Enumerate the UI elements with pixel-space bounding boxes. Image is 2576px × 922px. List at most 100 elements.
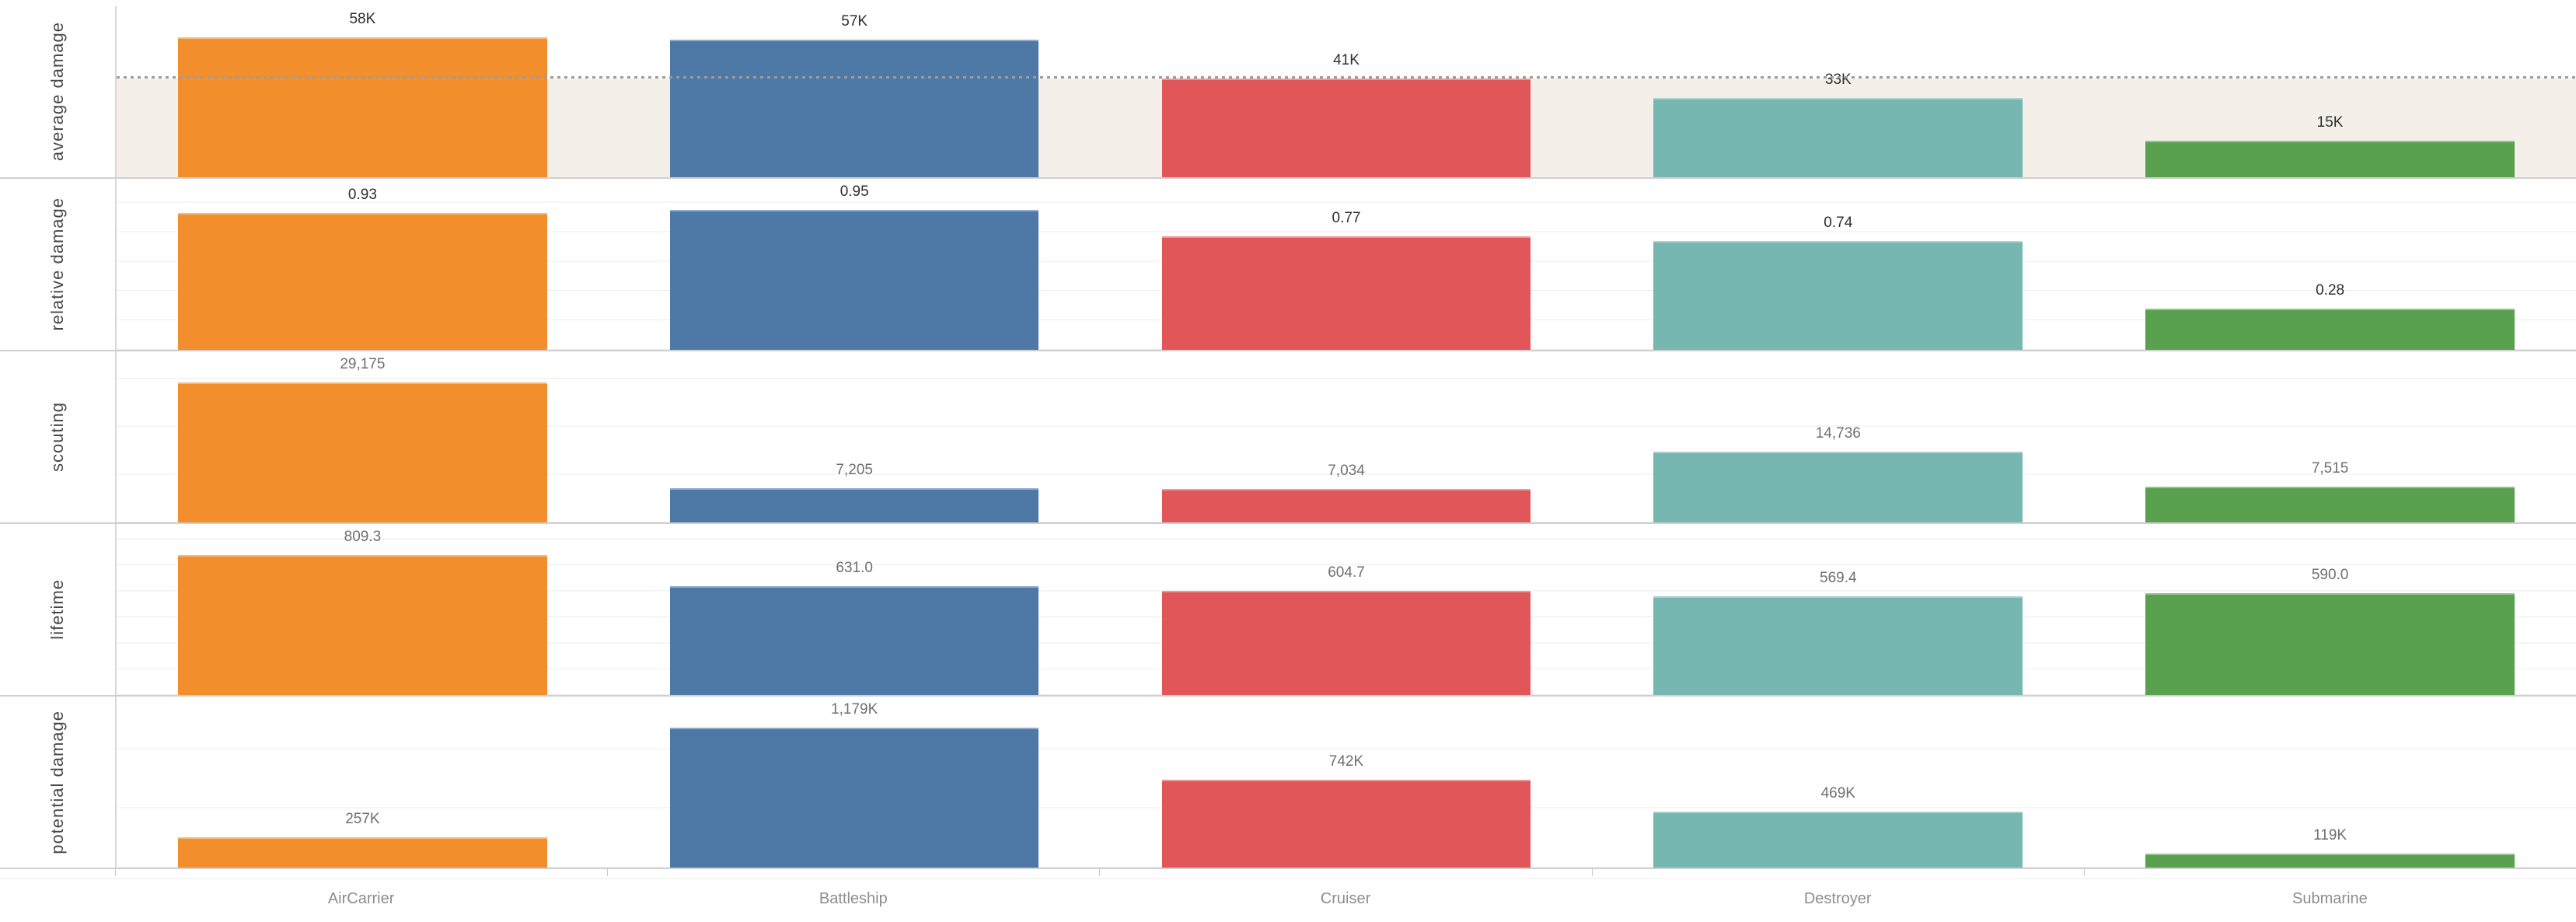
category-cell: 590.0 [2084,524,2576,695]
axis-hairline [0,878,2576,879]
category-label[interactable]: AirCarrier [327,889,395,907]
category-cell: 569.4 [1592,524,2084,695]
x-axis-column: Destroyer [1591,869,2084,920]
bar-battleship-relative-damage[interactable] [669,210,1039,350]
x-axis-gutter [0,869,115,920]
value-label: 15K [2316,114,2344,131]
category-cell: 7,034 [1101,351,1593,522]
category-cell: 14,736 [1592,351,2084,522]
category-cell: 604.7 [1101,524,1593,695]
row-label-area: relative damage [0,179,115,350]
category-cell: 15K [2084,6,2576,177]
category-cell: 257K [117,697,609,868]
category-cell: 0.28 [2084,179,2576,350]
bar-battleship-scouting[interactable] [669,487,1039,522]
value-label: 631.0 [836,559,873,576]
bar-cruiser-lifetime[interactable] [1161,590,1531,695]
category-cell: 7,205 [609,351,1101,522]
category-cell: 0.93 [117,179,609,350]
category-cell: 33K [1592,6,2084,177]
bar-cruiser-relative-damage[interactable] [1161,236,1531,350]
value-label: 0.74 [1824,214,1853,231]
category-cell: 57K [609,6,1101,177]
category-cell: 0.95 [609,179,1101,350]
value-label: 29,175 [340,356,386,372]
metric-row: relative damage 0.93 0.95 0.77 0.74 0.28 [0,179,2576,351]
value-label: 57K [841,13,868,30]
row-plot: 257K 1,179K 742K 469K 119K [115,697,2576,868]
category-label[interactable]: Cruiser [1320,889,1371,907]
bar-destroyer-potential-damage[interactable] [1653,812,2023,868]
bar-submarine-lifetime[interactable] [2145,592,2515,695]
metric-row: potential damage 257K 1,179K 742K 469K 119K [0,697,2576,869]
category-cell: 469K [1592,697,2084,868]
category-cell: 742K [1101,697,1593,868]
metric-row: lifetime 809.3 631.0 604.7 569.4 590.0 [0,524,2576,697]
bar-submarine-potential-damage[interactable] [2145,853,2515,868]
value-label: 7,034 [1328,462,1365,479]
value-label: 0.95 [839,183,869,200]
row-label-area: average damage [0,6,115,177]
bar-destroyer-average-damage[interactable] [1653,97,2023,177]
bar-aircarrier-potential-damage[interactable] [178,836,547,868]
value-label: 742K [1328,753,1364,770]
bar-battleship-lifetime[interactable] [669,585,1039,695]
row-label-area: potential damage [0,697,115,868]
bar-aircarrier-scouting[interactable] [178,382,547,522]
bar-aircarrier-relative-damage[interactable] [178,212,547,350]
bar-aircarrier-average-damage[interactable] [178,37,547,177]
row-label[interactable]: lifetime [47,579,67,640]
row-label[interactable]: potential damage [47,710,67,854]
value-label: 469K [1820,785,1855,802]
value-label: 604.7 [1328,564,1365,581]
bar-submarine-scouting[interactable] [2145,486,2515,522]
bar-destroyer-relative-damage[interactable] [1653,240,2023,350]
value-label: 0.77 [1332,210,1361,227]
row-plot: 0.93 0.95 0.77 0.74 0.28 [115,179,2576,350]
bar-submarine-average-damage[interactable] [2145,141,2515,177]
category-cell: 1,179K [609,697,1101,868]
category-label[interactable]: Submarine [2292,889,2368,907]
row-plot: 58K 57K 41K 33K 15K [115,6,2576,177]
category-cell: 631.0 [609,524,1101,695]
bar-cruiser-scouting[interactable] [1161,488,1531,522]
value-label: 0.93 [347,186,377,203]
row-label-area: lifetime [0,524,115,695]
bar-destroyer-scouting[interactable] [1653,452,2023,522]
bar-cruiser-average-damage[interactable] [1161,78,1531,177]
row-label-area: scouting [0,351,115,522]
value-label: 119K [2313,826,2347,843]
value-label: 33K [1824,71,1852,88]
row-label[interactable]: average damage [47,22,67,162]
row-label[interactable]: scouting [47,402,67,472]
value-label: 7,205 [836,461,873,478]
row-label[interactable]: relative damage [47,197,67,331]
bar-destroyer-lifetime[interactable] [1653,596,2023,695]
bar-aircarrier-lifetime[interactable] [178,555,547,695]
category-cell: 7,515 [2084,351,2576,522]
value-label: 14,736 [1815,425,1861,442]
bar-submarine-relative-damage[interactable] [2145,308,2515,350]
bar-battleship-potential-damage[interactable] [669,728,1039,868]
x-axis-column: Submarine [2083,869,2576,920]
value-label: 0.28 [2316,281,2345,299]
category-cell: 0.74 [1592,179,2084,350]
value-label: 590.0 [2311,566,2349,583]
rows-container: average damage 58K 57K 41K 33K 15K relative … [0,6,2576,869]
value-label: 809.3 [344,529,382,545]
value-label: 1,179K [831,701,878,718]
x-axis-column: Cruiser [1099,869,1591,920]
category-cell: 0.77 [1101,179,1593,350]
value-label: 569.4 [1820,570,1857,587]
bar-cruiser-potential-damage[interactable] [1161,779,1531,868]
category-cell: 29,175 [117,351,609,522]
category-label[interactable]: Battleship [819,889,888,907]
value-label: 7,515 [2311,459,2349,477]
row-plot: 29,175 7,205 7,034 14,736 7,515 [115,351,2576,522]
reference-line [117,75,2576,79]
bar-battleship-average-damage[interactable] [669,40,1039,177]
category-cell: 41K [1101,6,1593,177]
category-cell: 58K [117,6,609,177]
category-label[interactable]: Destroyer [1803,889,1872,907]
